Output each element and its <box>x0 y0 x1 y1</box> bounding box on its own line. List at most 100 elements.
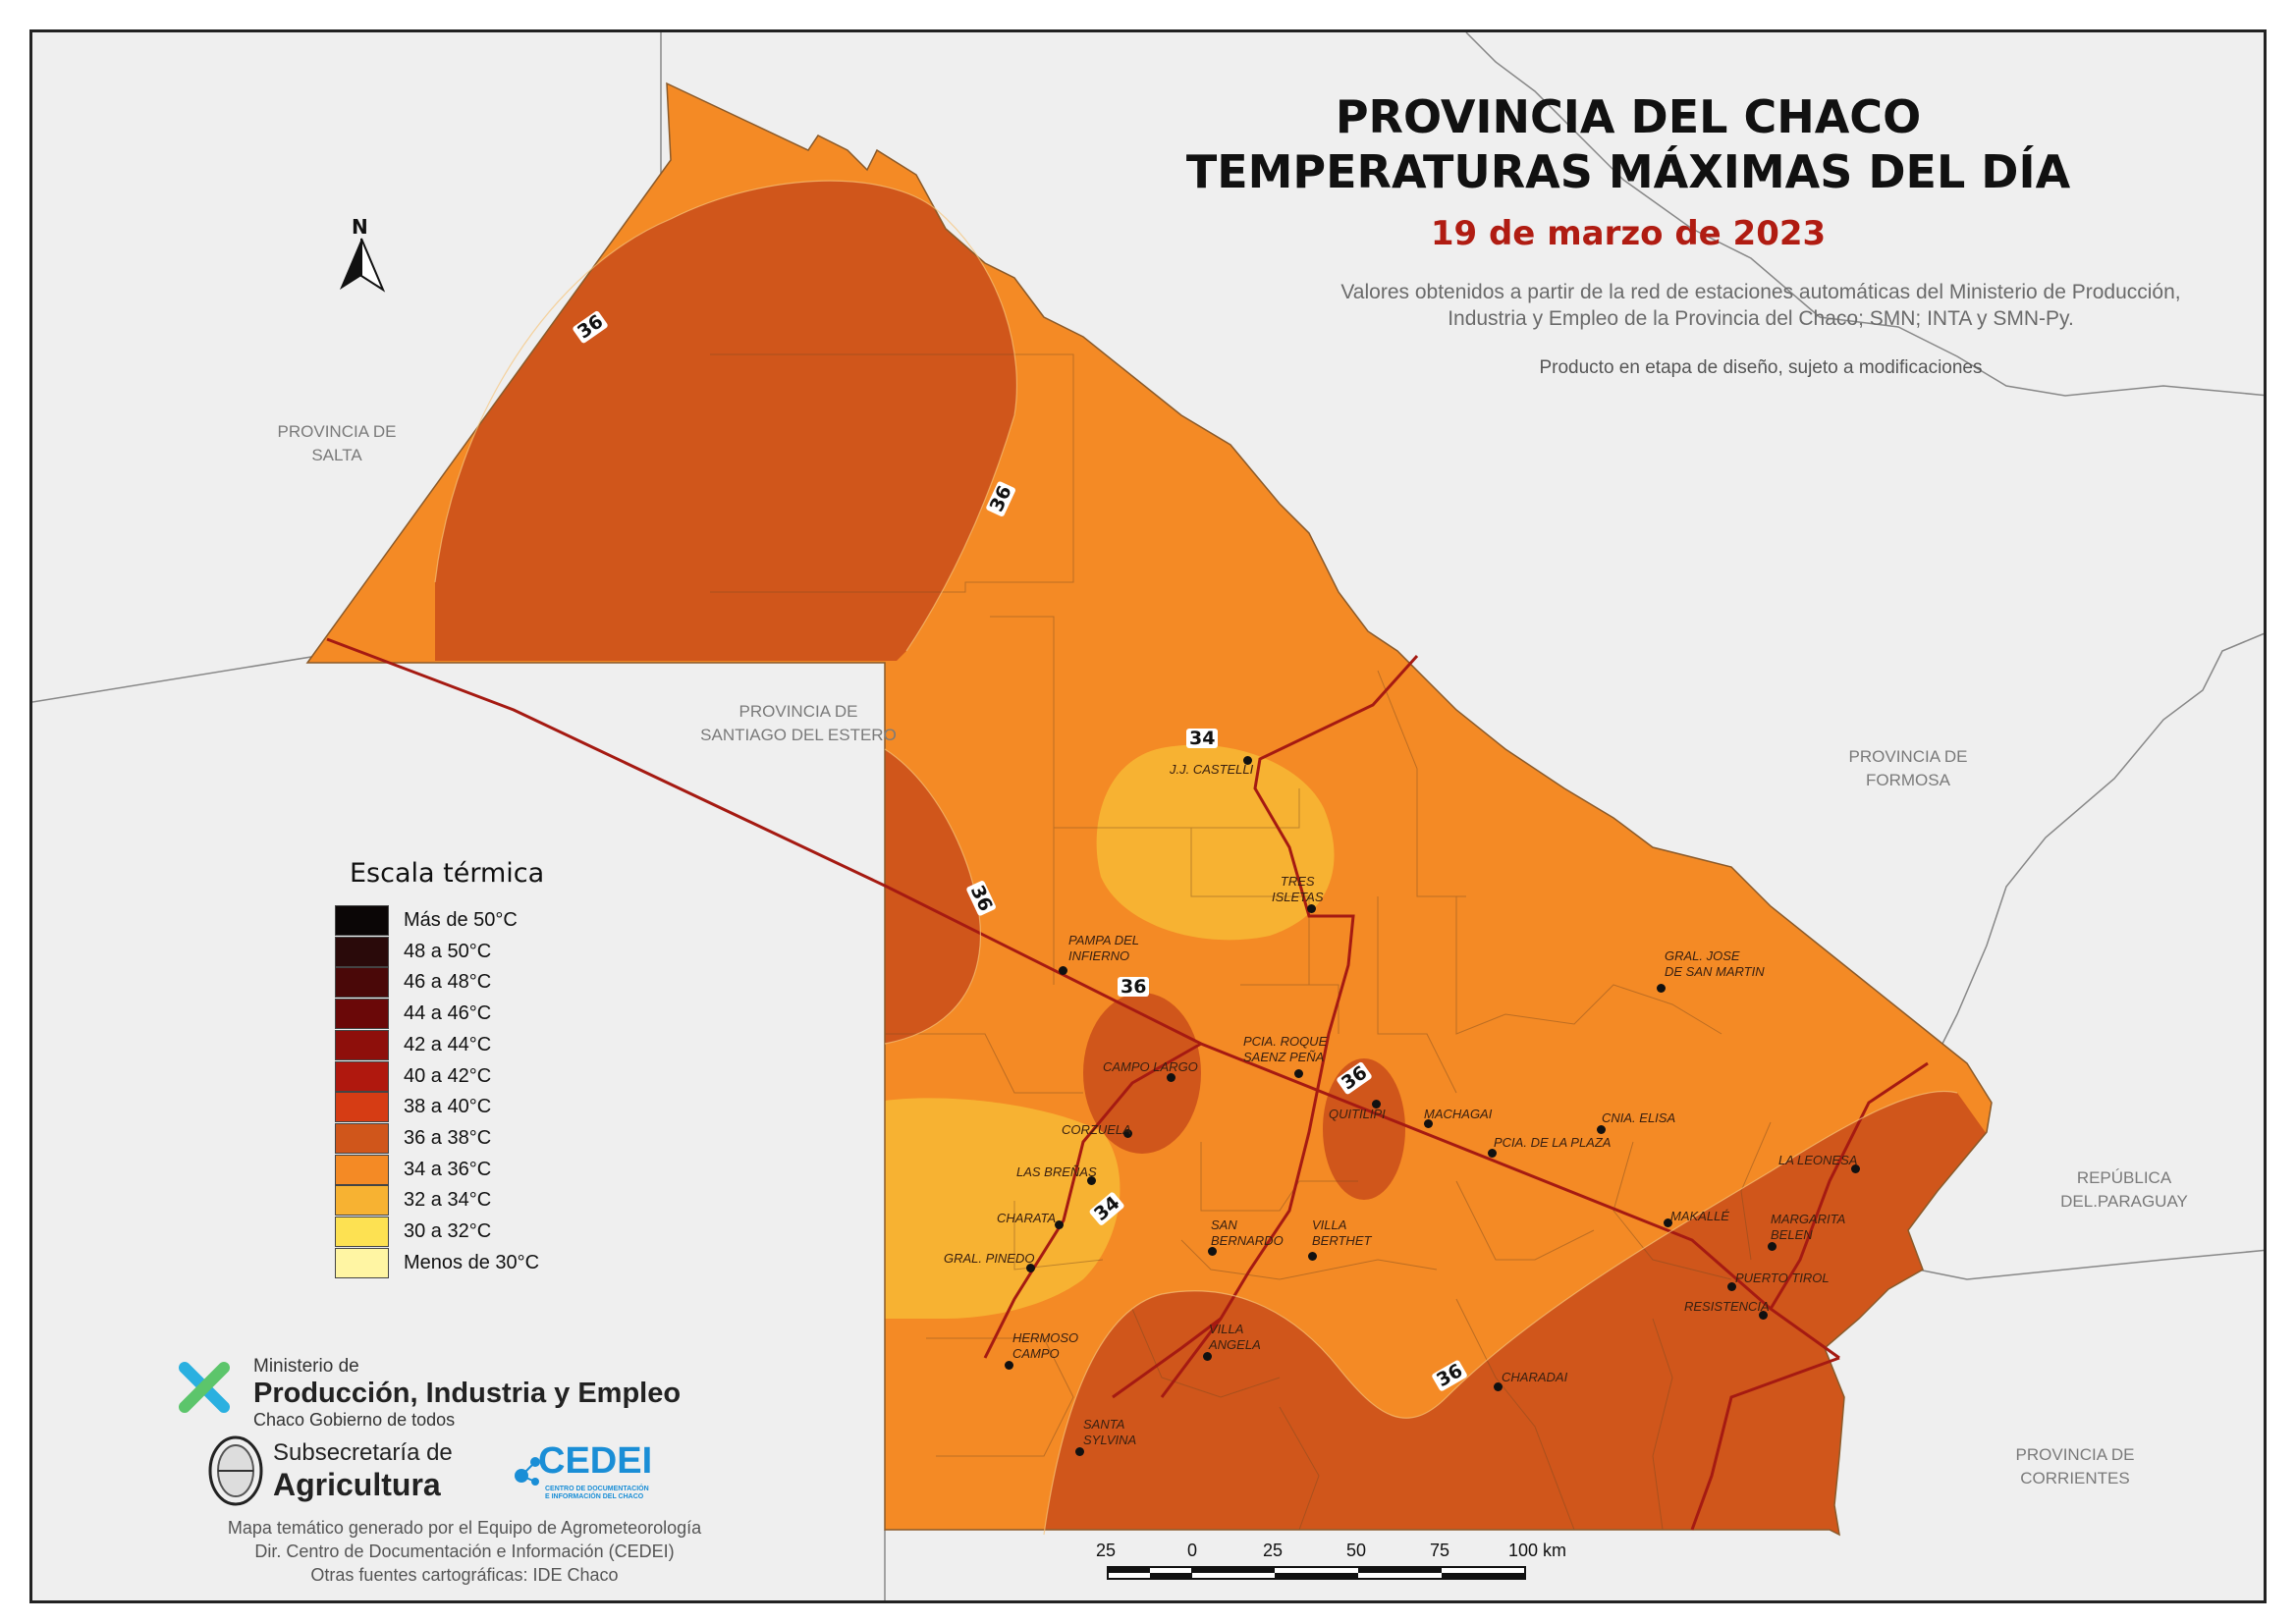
town-hermoso-campo-label-1: HERMOSO <box>1012 1330 1079 1345</box>
town-san-bernardo: SAN BERNARDO <box>1211 1217 1284 1249</box>
title-line-2: TEMPERATURAS MÁXIMAS DEL DÍA <box>1185 145 2071 198</box>
shield-icon <box>208 1435 263 1506</box>
town-gral-san-martin: GRAL. JOSE DE SAN MARTIN <box>1665 948 1765 980</box>
region-formosa: PROVINCIA DE FORMOSA <box>1790 745 2026 792</box>
town-la-leonesa: LA LEONESA <box>1778 1153 1857 1168</box>
zone-36-38-quitilipi <box>1323 1058 1405 1200</box>
scale-label: 50 <box>1346 1541 1367 1560</box>
region-santiago-line2: SANTIAGO DEL ESTERO <box>700 726 897 744</box>
chaco-outline <box>305 81 1993 1537</box>
map-credits: Mapa temático generado por el Equipo de … <box>170 1516 759 1587</box>
town-la-leonesa-label: LA LEONESA <box>1778 1153 1858 1167</box>
town-charadai-label: CHARADAI <box>1502 1370 1568 1384</box>
town-dot-saenz-pena <box>1294 1069 1303 1078</box>
town-villa-angela-label-2: ANGELA <box>1209 1337 1261 1352</box>
town-dot-santa-sylvina <box>1075 1447 1084 1456</box>
page-title: PROVINCIA DEL CHACO TEMPERATURAS MÁXIMAS… <box>1122 89 2134 199</box>
town-dot-charata <box>1055 1220 1064 1229</box>
legend-swatch <box>335 905 389 936</box>
town-machagai-label: MACHAGAI <box>1424 1107 1493 1121</box>
town-tres-isletas: TRES ISLETAS <box>1272 874 1324 905</box>
ministry-tagline: Chaco Gobierno de todos <box>253 1410 456 1430</box>
zone-36-38-campo-largo <box>1083 993 1201 1154</box>
scale-bar <box>1107 1566 1526 1580</box>
region-salta-line1: PROVINCIA DE <box>277 422 397 441</box>
region-formosa-line2: FORMOSA <box>1866 771 1950 789</box>
legend-swatch <box>335 967 389 999</box>
ministry-small: Ministerio de <box>253 1356 359 1377</box>
town-dot-margarita <box>1768 1242 1777 1251</box>
legend-label: 40 a 42°C <box>404 1064 492 1087</box>
town-dot-hermoso-campo <box>1005 1361 1013 1370</box>
isotherm-label: 34 <box>1186 729 1219 748</box>
town-dot-resistencia <box>1759 1311 1768 1320</box>
region-santiago: PROVINCIA DE SANTIAGO DEL ESTERO <box>671 700 926 747</box>
town-dot-pampa <box>1059 966 1067 975</box>
isotherm-label: 36 <box>1118 977 1150 997</box>
zone-32-34-castelli <box>1096 744 1335 941</box>
town-puerto-tirol: PUERTO TIROL <box>1735 1271 1830 1286</box>
north-label: N <box>352 215 368 239</box>
town-pcia-plaza: PCIA. DE LA PLAZA <box>1494 1135 1611 1151</box>
town-dot-machagai <box>1424 1119 1433 1128</box>
zone-32-34-southwest <box>885 1098 1121 1319</box>
ministry-logo: Ministerio de Producción, Industria y Em… <box>253 1356 681 1431</box>
town-villa-angela-label-1: VILLA <box>1209 1322 1244 1336</box>
credit-line-2: Dir. Centro de Documentación e Informaci… <box>254 1542 675 1561</box>
town-quitilipi: QUITILIPI <box>1329 1107 1386 1122</box>
legend-label: 36 a 38°C <box>404 1126 492 1149</box>
town-pampa-label-1: PAMPA DEL <box>1068 933 1140 947</box>
town-san-bernardo-label-1: SAN <box>1211 1217 1237 1232</box>
region-paraguay-line2: DEL.PARAGUAY <box>2060 1192 2188 1211</box>
scale-label: 25 <box>1096 1541 1117 1560</box>
town-charata: CHARATA <box>997 1211 1056 1226</box>
town-dot-las-brenas <box>1087 1176 1096 1185</box>
town-gral-san-martin-label-2: DE SAN MARTIN <box>1665 964 1765 979</box>
town-saenz-pena-label-2: SAENZ PEÑA <box>1243 1050 1325 1064</box>
subsecretaria-line2: Agricultura <box>273 1467 441 1502</box>
scale-label: 25 <box>1263 1541 1284 1560</box>
town-hermoso-campo: HERMOSO CAMPO <box>1012 1330 1078 1362</box>
legend-label: 46 a 48°C <box>404 971 492 994</box>
town-dot-pcia-plaza <box>1488 1149 1497 1158</box>
town-dot-makalle <box>1664 1218 1672 1227</box>
subsecretaria-logo: Subsecretaría de Agricultura <box>273 1439 453 1503</box>
town-charadai: CHARADAI <box>1502 1370 1567 1385</box>
town-dot-castelli <box>1243 756 1252 765</box>
town-charata-label: CHARATA <box>997 1211 1057 1225</box>
legend-title: Escala térmica <box>350 858 545 889</box>
zone-36-38-southeast <box>1044 1091 1992 1535</box>
town-makalle-label: MAKALLÉ <box>1670 1209 1729 1223</box>
legend-swatch <box>335 1092 389 1123</box>
town-campo-largo-label: CAMPO LARGO <box>1103 1059 1198 1074</box>
town-dot-la-leonesa <box>1851 1164 1860 1173</box>
temperature-map <box>32 32 2264 1600</box>
legend-swatch <box>335 1217 389 1247</box>
cedei-logo-icon <box>515 1457 540 1486</box>
town-las-brenas: LAS BREÑAS <box>1016 1164 1097 1180</box>
town-pcia-plaza-label: PCIA. DE LA PLAZA <box>1494 1135 1612 1150</box>
zone-36-38-northwest <box>435 181 1017 661</box>
region-paraguay-line1: REPÚBLICA <box>2076 1168 2172 1187</box>
legend-label: 38 a 40°C <box>404 1096 492 1118</box>
cedei-name: CEDEI <box>538 1440 653 1482</box>
credit-line-3: Otras fuentes cartográficas: IDE Chaco <box>310 1565 619 1585</box>
town-santa-sylvina-label-2: SYLVINA <box>1083 1433 1137 1447</box>
town-margarita-label-2: BELEN <box>1771 1227 1813 1242</box>
town-puerto-tirol-label: PUERTO TIROL <box>1735 1271 1830 1285</box>
town-dot-puerto-tirol <box>1727 1282 1736 1291</box>
town-san-bernardo-label-2: BERNARDO <box>1211 1233 1284 1248</box>
cedei-sub1: CENTRO DE DOCUMENTACIÓN <box>545 1486 649 1492</box>
town-santa-sylvina: SANTA SYLVINA <box>1083 1417 1136 1448</box>
town-dot-gral-pinedo <box>1026 1264 1035 1272</box>
town-dot-cnia-elisa <box>1597 1125 1606 1134</box>
cedei-subtitle: CENTRO DE DOCUMENTACIÓN E INFORMACIÓN DE… <box>545 1486 649 1501</box>
town-makalle: MAKALLÉ <box>1670 1209 1729 1224</box>
region-corrientes: PROVINCIA DE CORRIENTES <box>1957 1443 2193 1490</box>
map-date: 19 de marzo de 2023 <box>1430 214 1827 253</box>
town-tres-isletas-label-1: TRES <box>1280 874 1315 889</box>
town-resistencia: RESISTENCIA <box>1684 1299 1770 1315</box>
legend-swatch <box>335 1185 389 1217</box>
region-corrientes-line2: CORRIENTES <box>2020 1469 2130 1488</box>
region-formosa-line1: PROVINCIA DE <box>1848 747 1968 766</box>
